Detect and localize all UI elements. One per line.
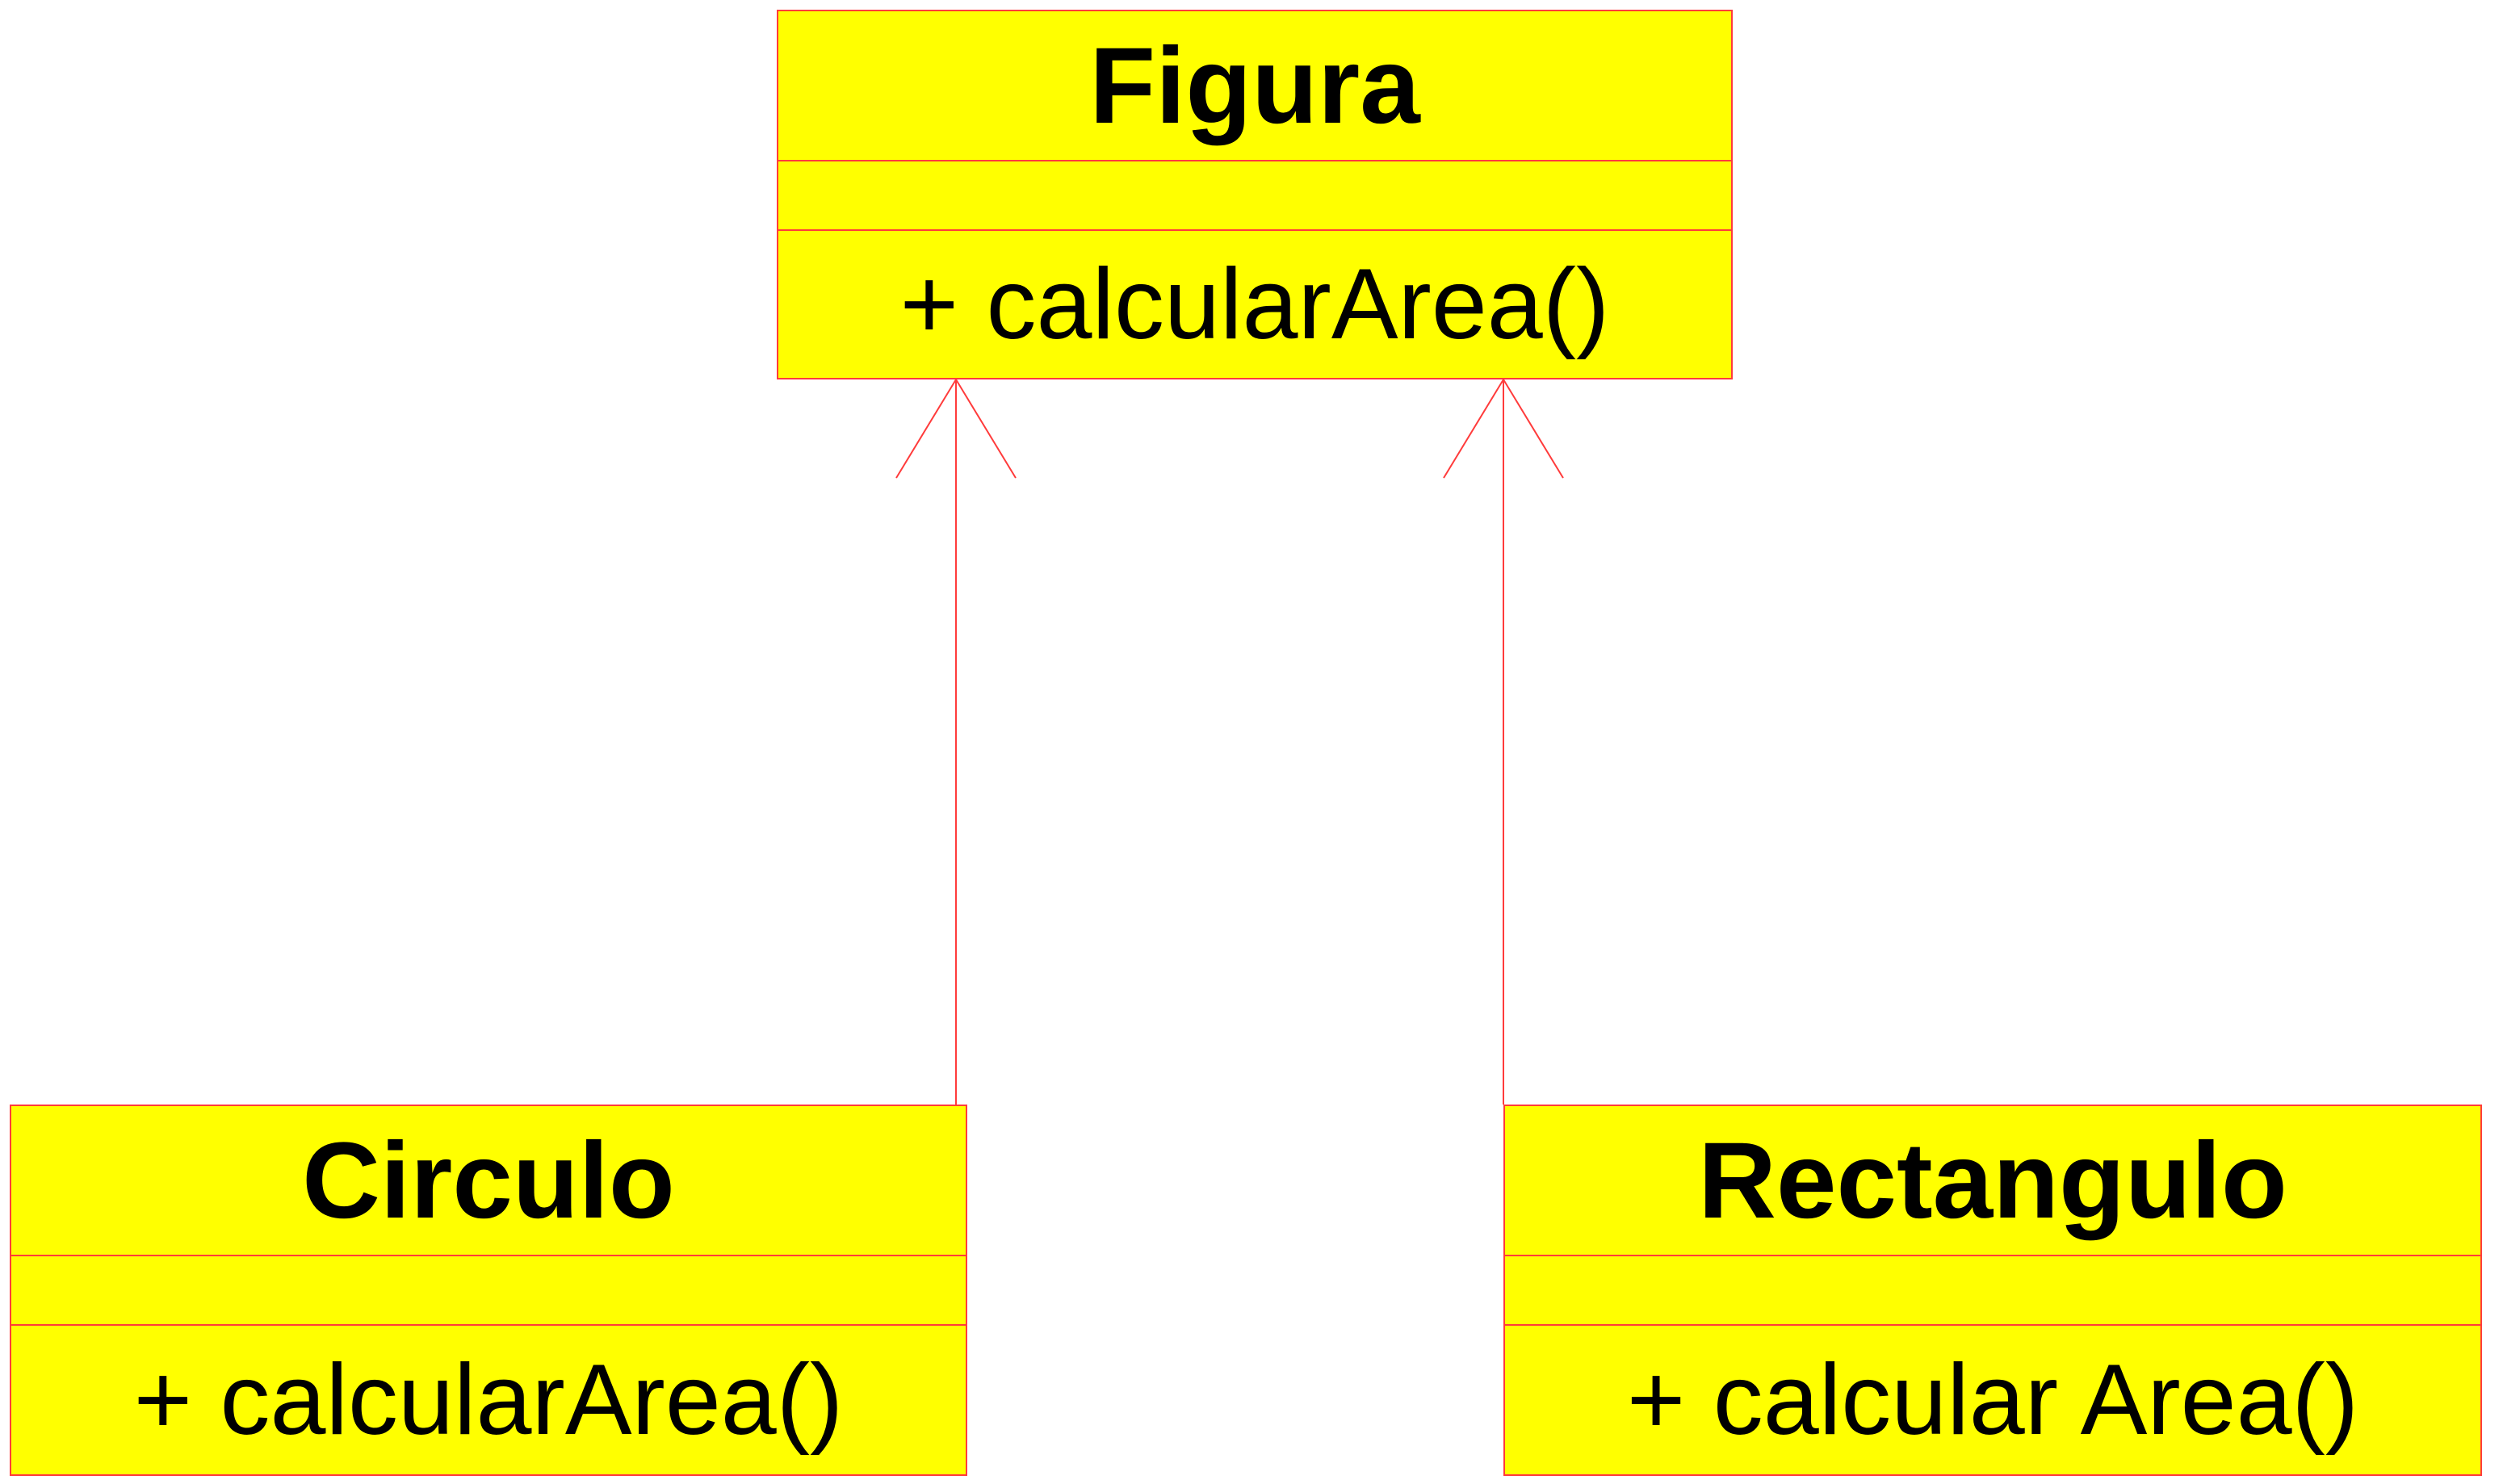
class-attributes [778, 161, 1731, 231]
class-operations: + calcular Area() [1626, 1344, 2359, 1456]
generalization-circulo-to-figura [895, 378, 1017, 1105]
generalization-rectangulo-to-figura [1443, 378, 1564, 1105]
inheritance-arrowhead-icon [1443, 378, 1564, 479]
class-box-circulo[interactable]: Circulo + calcularArea() [10, 1105, 967, 1476]
class-attributes [1505, 1256, 2480, 1326]
class-operations: + calcularArea() [899, 249, 1610, 360]
class-name: Circulo [11, 1106, 966, 1256]
class-name: Figura [778, 11, 1731, 161]
class-name: Rectangulo [1505, 1106, 2480, 1256]
class-operations: + calcularArea() [133, 1344, 844, 1456]
inheritance-arrowhead-icon [895, 378, 1017, 479]
class-attributes [11, 1256, 966, 1326]
class-box-figura[interactable]: Figura + calcularArea() [777, 10, 1733, 379]
class-box-rectangulo[interactable]: Rectangulo + calcular Area() [1503, 1105, 2482, 1476]
